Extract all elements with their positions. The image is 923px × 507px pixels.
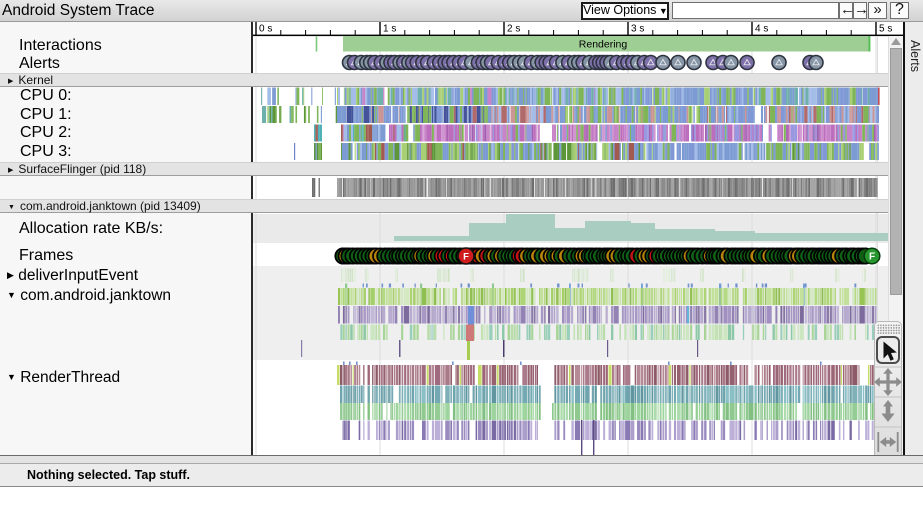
svg-text:2 s: 2 s <box>507 24 520 35</box>
svg-text:1 s: 1 s <box>383 24 396 35</box>
svg-text:4 s: 4 s <box>755 24 768 35</box>
svg-text:0 s: 0 s <box>259 24 272 35</box>
svg-text:5 s: 5 s <box>879 24 892 35</box>
svg-text:3 s: 3 s <box>631 24 644 35</box>
svg-text:F: F <box>869 252 875 263</box>
svg-text:Rendering: Rendering <box>579 39 628 51</box>
svg-text:F: F <box>463 251 469 262</box>
